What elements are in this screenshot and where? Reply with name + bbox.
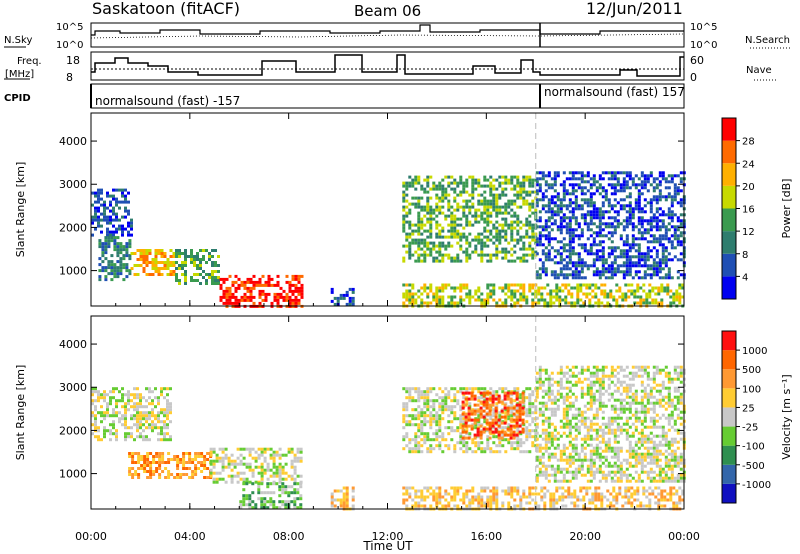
power-colorbar-tick-label: 4 (742, 272, 748, 283)
velocity-colorbar-tick-label: 500 (742, 365, 761, 376)
nave-label: Nave (746, 65, 772, 76)
velocity-colorbar-segment (722, 483, 736, 503)
velocity-region-8 (535, 365, 686, 483)
power-colorbar-tick-label: 24 (742, 159, 755, 170)
power-region-4 (219, 274, 304, 308)
power-colorbar-tick-label: 16 (742, 205, 755, 216)
velocity-colorbar-segment (722, 426, 736, 446)
velocity-colorbar-segment (722, 331, 736, 351)
power-y-tick-label: 2000 (59, 221, 87, 234)
noise-sky-trace (91, 24, 684, 36)
velocity-region-0 (91, 387, 172, 442)
velocity-colorbar-tick-label: -100 (742, 442, 765, 453)
nsearch-tick-top: 10^5 (690, 22, 717, 33)
velocity-colorbar-segment (722, 388, 736, 408)
power-region-2 (130, 249, 176, 276)
velocity-chart: 1000 2000 3000 4000 00:00 04:00 08:00 12:00 16:0… (14, 315, 793, 543)
freq-tick-bottom: 8 (66, 71, 73, 84)
power-colorbar-segment (722, 253, 736, 277)
power-chart: 1000 2000 3000 4000 Slant Range [km] 4 8 12 16 20… (14, 112, 793, 308)
nsearch-label: N.Search (745, 35, 790, 46)
cpid-segment-2: normalsound (fast) 157 (544, 85, 685, 99)
noise-search-trace (90, 33, 685, 39)
freq-trace (91, 54, 684, 77)
power-colorbar-tick-label: 28 (742, 137, 755, 148)
cpid-label: CPID (4, 93, 31, 104)
x-tick-label: 08:00 (273, 530, 305, 543)
velocity-colorbar: 1000 500 100 25 -25 -100 -500 -1000 Velocity [m … (721, 330, 793, 504)
velocity-y-tick-label: 2000 (59, 424, 87, 437)
freq-label: Freq. (17, 56, 42, 67)
velocity-colorbar-tick-label: -500 (742, 461, 765, 472)
power-colorbar-segment (722, 276, 736, 299)
date-title: 12/Jun/2011 (586, 0, 683, 18)
nave-tick-top: 60 (690, 54, 704, 67)
nave-tick-bottom: 0 (690, 71, 697, 84)
velocity-colorbar-tick-label: 25 (742, 403, 755, 414)
nsky-label: N.Sky (4, 35, 32, 46)
power-region-3 (175, 249, 220, 285)
velocity-region-4 (330, 486, 355, 511)
velocity-colorbar-tick-label: 100 (742, 384, 761, 395)
velocity-colorbar-tick-label: -25 (742, 423, 758, 434)
power-y-tick-label: 1000 (59, 265, 87, 278)
power-colorbar-segment (722, 185, 736, 209)
power-y-axis-label: Slant Range [km] (14, 162, 27, 258)
power-region-0 (91, 188, 133, 237)
velocity-region-7 (402, 486, 685, 511)
velocity-colorbar-segment (722, 407, 736, 427)
x-tick-label: 20:00 (569, 530, 601, 543)
velocity-colorbar-frame (721, 330, 737, 504)
power-colorbar-segment (722, 118, 736, 141)
power-region-1 (98, 236, 132, 282)
x-tick-label: 12:00 (372, 530, 404, 543)
freq-tick-top: 18 (66, 54, 80, 67)
power-colorbar: 4 8 12 16 20 24 28 Power [dB] (721, 117, 793, 300)
velocity-region-3 (239, 482, 303, 510)
velocity-colorbar-segment (722, 464, 736, 484)
power-region-7 (402, 283, 685, 308)
power-y-tick-label: 4000 (59, 135, 87, 148)
velocity-colorbar-tick-label: -1000 (742, 480, 771, 491)
x-tick-label: 04:00 (174, 530, 206, 543)
velocity-y-tick-label: 4000 (59, 338, 87, 351)
station-title: Saskatoon (fitACF) (92, 0, 240, 18)
freq-unit: [MHz] (5, 69, 34, 80)
velocity-region-1 (128, 452, 213, 479)
power-colorbar-segment (722, 163, 736, 186)
nsearch-tick-bottom: 10^0 (690, 40, 717, 51)
power-region-8 (535, 171, 686, 280)
beam-title: Beam 06 (354, 2, 421, 20)
velocity-colorbar-segment (722, 350, 736, 370)
cpid-segment-1: normalsound (fast) -157 (95, 94, 240, 108)
power-colorbar-segment (722, 231, 736, 254)
velocity-colorbar-tick-label: 1000 (742, 346, 767, 357)
velocity-colorbar-segment (722, 445, 736, 465)
power-y-tick-label: 3000 (59, 178, 87, 191)
x-axis-label: Time UT (362, 539, 413, 553)
power-colorbar-tick-label: 20 (742, 182, 755, 193)
x-tick-label: 00:00 (668, 530, 700, 543)
velocity-y-tick-label: 1000 (59, 468, 87, 481)
velocity-colorbar-segment (722, 369, 736, 389)
nsky-tick-top: 10^5 (56, 22, 83, 33)
velocity-y-tick-label: 3000 (59, 381, 87, 394)
power-region-6 (402, 175, 538, 263)
nsky-tick-bottom: 10^0 (56, 40, 83, 51)
x-tick-label: 16:00 (470, 530, 502, 543)
x-tick-label: 00:00 (75, 530, 107, 543)
power-colorbar-segment (722, 140, 736, 164)
power-region-5 (330, 287, 355, 306)
power-colorbar-segment (722, 208, 736, 232)
velocity-plot-frame (90, 315, 685, 510)
power-colorbar-label: Power [dB] (780, 179, 793, 239)
velocity-region-2 (209, 447, 303, 484)
velocity-y-axis-label: Slant Range [km] (14, 365, 27, 461)
velocity-region-6 (461, 391, 525, 440)
freq-panel-frame (90, 51, 685, 81)
velocity-colorbar-label: Velocity [m s⁻¹] (780, 374, 793, 459)
power-colorbar-tick-label: 12 (742, 227, 755, 238)
power-colorbar-tick-label: 8 (742, 250, 748, 261)
